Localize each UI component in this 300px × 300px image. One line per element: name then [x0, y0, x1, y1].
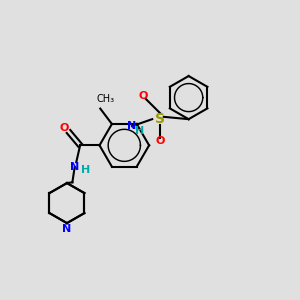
- Text: H: H: [135, 127, 144, 136]
- Text: N: N: [70, 162, 79, 172]
- Text: N: N: [62, 224, 72, 234]
- Text: H: H: [81, 165, 90, 175]
- Text: S: S: [155, 112, 165, 126]
- Text: N: N: [128, 121, 137, 131]
- Text: O: O: [155, 136, 165, 146]
- Text: O: O: [138, 91, 148, 101]
- Text: O: O: [60, 123, 69, 134]
- Text: CH₃: CH₃: [96, 94, 115, 104]
